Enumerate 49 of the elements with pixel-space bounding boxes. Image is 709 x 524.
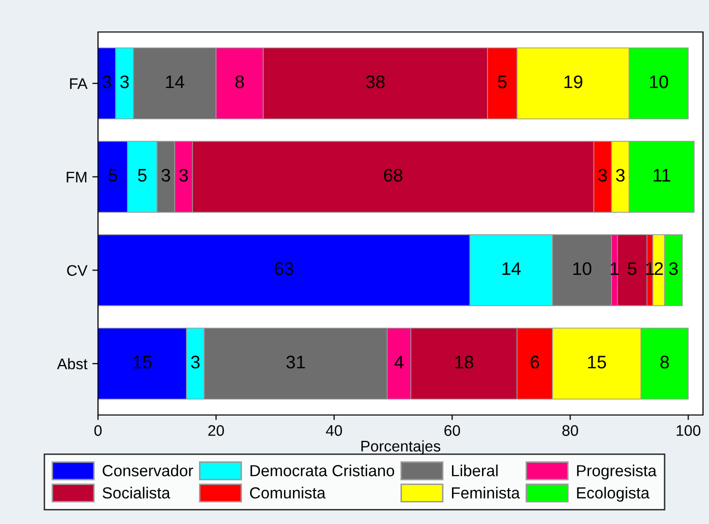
data-label: 5 — [628, 262, 636, 276]
data-label: 31 — [286, 356, 305, 368]
data-label: 3 — [598, 168, 607, 182]
legend-label: Liberal — [452, 464, 498, 476]
x-tick-label: 0 — [94, 425, 102, 436]
data-label: 19 — [564, 75, 582, 88]
data-label: 3 — [162, 168, 170, 182]
data-label: 5 — [108, 169, 118, 182]
y-tick-label: FM — [66, 172, 86, 182]
legend-label: Comunista — [250, 486, 326, 499]
data-label: 2 — [654, 262, 663, 275]
data-label: 4 — [394, 356, 404, 368]
legend-label: Ecologista — [577, 486, 650, 502]
data-label: 3 — [669, 262, 678, 276]
data-label: 5 — [498, 76, 507, 88]
legend-label: Conservador — [102, 464, 194, 476]
x-tick-label: 40 — [326, 425, 342, 436]
x-tick-label: 100 — [676, 425, 700, 436]
data-label: 11 — [654, 169, 670, 182]
data-label: 15 — [588, 356, 606, 368]
data-label: 38 — [366, 75, 385, 88]
data-label: 18 — [455, 356, 474, 368]
data-label: 5 — [138, 169, 147, 182]
legend-label: Feminista — [452, 486, 520, 499]
data-label: 3 — [179, 168, 188, 182]
data-label: 14 — [502, 262, 521, 275]
data-label: 10 — [573, 262, 592, 276]
data-label: 3 — [191, 356, 200, 368]
data-label: 10 — [650, 75, 668, 88]
data-label: 8 — [235, 75, 244, 88]
x-tick-label: 60 — [444, 425, 460, 436]
x-axis-title: Porcentajes — [361, 440, 440, 455]
legend-label: Democrata Cristiano — [250, 464, 394, 476]
legend-label: Socialista — [102, 486, 170, 499]
x-tick-label: 20 — [208, 425, 224, 436]
data-label: 3 — [102, 75, 112, 88]
data-label: 68 — [384, 168, 402, 182]
data-label: 15 — [134, 356, 152, 368]
x-tick-label: 80 — [562, 425, 578, 436]
y-tick-label: Abst — [57, 358, 88, 370]
data-label: 63 — [274, 262, 294, 276]
data-label: 14 — [166, 76, 184, 88]
legend-label: Progresista — [577, 464, 657, 480]
data-label: 3 — [120, 75, 129, 88]
y-tick-label: FA — [70, 78, 88, 89]
data-label: 3 — [616, 168, 625, 182]
data-label: 6 — [530, 356, 540, 368]
y-tick-label: CV — [67, 265, 88, 276]
data-label: 8 — [660, 356, 669, 368]
